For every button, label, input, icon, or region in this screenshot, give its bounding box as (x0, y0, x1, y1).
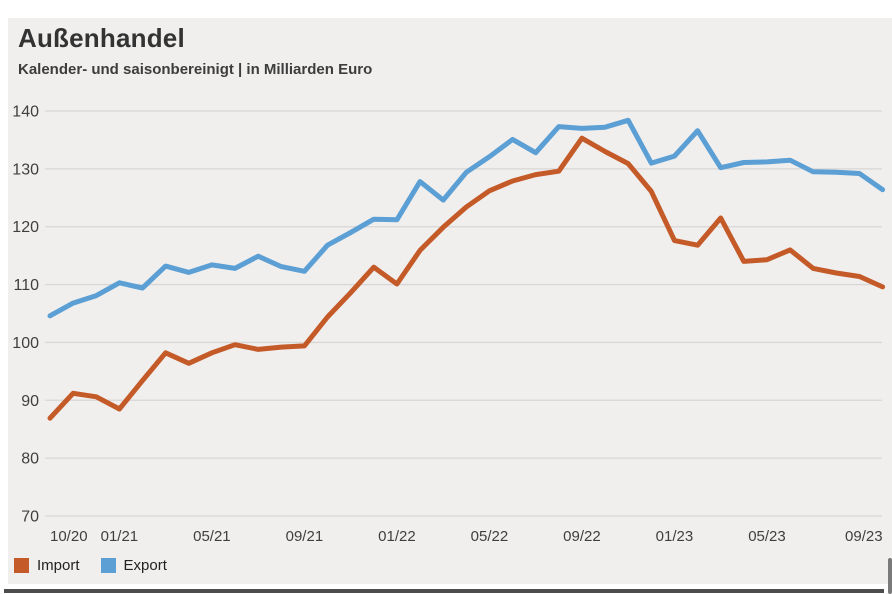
chart-subtitle: Kalender- und saisonbereinigt | in Milli… (18, 61, 373, 78)
y-axis-label: 100 (12, 335, 39, 352)
legend-item-export: Export (100, 557, 167, 574)
chart-card: Außenhandel Kalender- und saisonbereinig… (8, 18, 892, 584)
x-axis-label: 09/22 (563, 528, 601, 545)
chart-title: Außenhandel (18, 23, 185, 53)
legend-item-import: Import (14, 557, 80, 574)
y-axis-label: 130 (12, 161, 39, 178)
y-axis-label: 70 (21, 509, 39, 526)
cutoff-section-divider (4, 589, 884, 593)
x-axis-label: 05/21 (193, 528, 231, 545)
x-axis-label: 09/21 (286, 528, 324, 545)
x-axis-label: 01/23 (656, 528, 694, 545)
line-chart: 140 130 120 110 100 90 80 70 10/20 01/21 05/21 09/2… (12, 104, 886, 545)
chart-legend: Import Export (14, 557, 167, 574)
vertical-scrollbar-thumb[interactable] (888, 558, 892, 594)
legend-label-export: Export (123, 557, 167, 574)
x-axis-label: 05/23 (748, 528, 786, 545)
import-line (47, 135, 886, 421)
export-line (47, 117, 886, 319)
export-swatch-icon (100, 558, 116, 573)
x-axis-label: 01/21 (101, 528, 139, 545)
y-axis-label: 140 (12, 104, 39, 121)
y-axis-label: 80 (21, 451, 39, 468)
x-axis-label: 10/20 (50, 528, 88, 545)
import-swatch-icon (14, 558, 29, 573)
x-axis-label: 01/22 (378, 528, 416, 545)
legend-label-import: Import (37, 557, 80, 574)
x-axis-label: 05/22 (471, 528, 509, 545)
x-axis-label: 09/23 (845, 528, 883, 545)
y-axis-label: 110 (13, 277, 39, 294)
y-axis-label: 120 (12, 219, 39, 236)
y-axis-label: 90 (21, 393, 39, 410)
